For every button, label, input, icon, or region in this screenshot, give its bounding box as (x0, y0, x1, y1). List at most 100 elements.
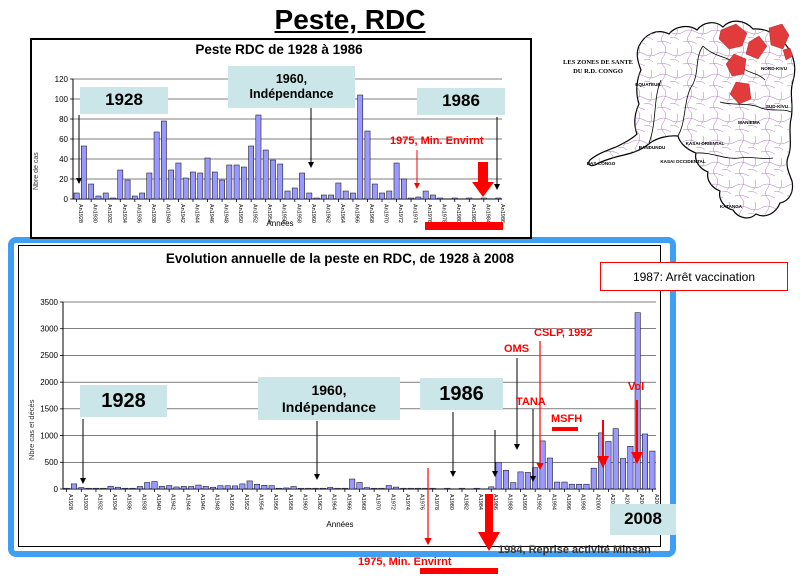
era-box-2008: 2008 (610, 504, 676, 535)
svg-text:BANDUNDU: BANDUNDU (639, 145, 666, 150)
bar-1957 (276, 487, 282, 490)
bar-1951 (232, 485, 238, 490)
era-1986-label: 1986 (439, 383, 484, 405)
bar-1943 (182, 177, 189, 200)
top-chart-ylabel: Nbre de cas (33, 152, 40, 190)
bar-1953 (246, 480, 253, 490)
bar-1929 (81, 145, 87, 200)
svg-text:A1956: A1956 (272, 494, 278, 510)
bar-1929 (71, 483, 77, 490)
svg-text:120: 120 (55, 75, 69, 84)
svg-text:MANIEMA: MANIEMA (738, 120, 761, 125)
bar-1959 (299, 172, 305, 200)
svg-text:An1962: An1962 (324, 204, 330, 223)
svg-text:A1962: A1962 (316, 494, 322, 510)
bar-1971 (378, 487, 385, 490)
bar-1962 (312, 487, 319, 490)
svg-text:An1956: An1956 (281, 204, 287, 223)
bar-1942 (166, 485, 173, 490)
bar-1949 (226, 164, 233, 200)
annotation-oms: OMS (504, 343, 530, 355)
bar-2003 (612, 428, 619, 490)
svg-text:EQUATEUR: EQUATEUR (635, 82, 661, 87)
bar-1970 (371, 487, 378, 490)
bar-1961 (305, 487, 312, 490)
bar-1991 (524, 472, 531, 490)
bar-1994 (546, 457, 553, 490)
bar-1973 (400, 178, 407, 200)
bar-1986 (495, 197, 502, 200)
bar-1963 (319, 487, 326, 490)
bar-1936 (122, 487, 129, 490)
bar-1990 (517, 471, 524, 490)
svg-text:An1970: An1970 (383, 204, 389, 223)
bar-1967 (357, 94, 364, 200)
svg-text:A2004: A2004 (624, 494, 630, 510)
bar-1937 (129, 487, 136, 490)
bar-1975 (407, 487, 414, 490)
bar-1947 (202, 486, 209, 490)
bar-1968 (356, 482, 363, 490)
bar-1970 (379, 192, 385, 200)
bar-1969 (363, 487, 370, 490)
bar-1955 (270, 159, 276, 200)
svg-text:A1958: A1958 (287, 494, 293, 510)
bar-1940 (151, 481, 158, 490)
bar-1944 (180, 486, 187, 490)
bar-1973 (393, 486, 400, 490)
svg-text:An1938: An1938 (150, 204, 156, 223)
bar-1995 (554, 481, 561, 490)
svg-text:An1976: An1976 (426, 204, 432, 223)
bar-1988 (502, 470, 509, 490)
era-1928-label: 1928 (105, 90, 143, 110)
bottom-chart-title: Evolution annuelle de la peste en RDC, d… (165, 251, 515, 266)
bar-1975 (415, 196, 422, 200)
svg-text:An1954: An1954 (266, 204, 272, 223)
map-title-line1: LES ZONES DE SANTE (563, 59, 633, 66)
annotation-tana: TANA (516, 396, 546, 408)
svg-text:60: 60 (59, 135, 68, 144)
svg-text:40: 40 (59, 155, 68, 164)
annotation-cslp-1992: CSLP, 1992 (534, 327, 593, 339)
bar-1948 (219, 179, 225, 200)
annotation-1984-reprise-minsan: 1984, Reprise activité Minsan (498, 544, 651, 556)
bar-1997 (568, 483, 575, 490)
bar-2007 (642, 433, 648, 490)
bar-1956 (277, 163, 284, 200)
bar-1942 (175, 162, 182, 200)
svg-text:An1958: An1958 (295, 204, 301, 223)
svg-text:A1952: A1952 (243, 494, 249, 510)
svg-text:KASAI OCCIDENTAL: KASAI OCCIDENTAL (660, 159, 706, 164)
svg-text:A1964: A1964 (331, 494, 337, 510)
bar-1967 (349, 478, 356, 490)
annotation-vol: Vol (628, 381, 645, 393)
svg-text:A1990: A1990 (521, 494, 527, 510)
svg-text:A1982: A1982 (463, 494, 469, 510)
svg-text:A1998: A1998 (580, 494, 586, 510)
bar-1971 (386, 190, 393, 200)
bar-1969 (371, 183, 378, 200)
svg-text:A1970: A1970 (375, 494, 381, 510)
svg-text:A2008: A2008 (653, 494, 659, 510)
page-title: Peste, RDC (274, 4, 426, 35)
annotation-1987-arret-vaccination: 1987: Arrêt vaccination (600, 262, 788, 291)
bar-1952 (239, 483, 246, 490)
bar-1940 (161, 120, 167, 200)
era-1960-line2: Indépendance (281, 398, 377, 415)
bar-2004 (620, 458, 627, 490)
bar-1928 (73, 192, 80, 200)
era-1986-label: 1986 (442, 91, 480, 111)
svg-text:An1932: An1932 (106, 204, 112, 223)
svg-text:A1972: A1972 (389, 494, 395, 510)
svg-text:1000: 1000 (40, 431, 58, 440)
svg-text:An1946: An1946 (208, 204, 214, 223)
svg-text:An1966: An1966 (353, 204, 359, 223)
bar-1968 (364, 130, 371, 200)
era-1960-line1: 1960, (275, 72, 308, 86)
bar-1980 (451, 197, 458, 200)
map-svg: LES ZONES DE SANTE DU R.D. CONGO EQUATEU… (563, 20, 796, 219)
bar-1938 (136, 486, 143, 490)
bar-1978 (429, 487, 436, 490)
bar-1944 (190, 171, 196, 200)
bar-1993 (539, 440, 546, 490)
